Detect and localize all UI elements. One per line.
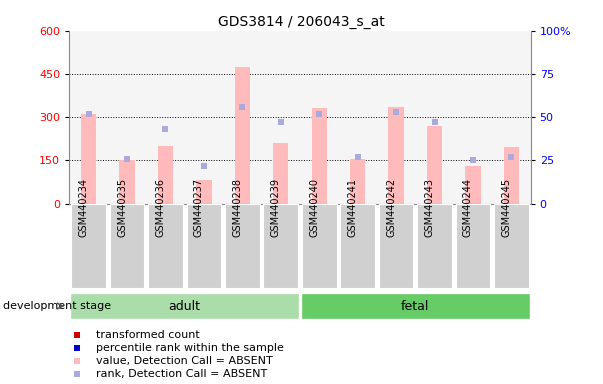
Bar [119, 161, 134, 204]
Text: GSM440240: GSM440240 [309, 178, 319, 237]
Bar [81, 114, 96, 204]
FancyBboxPatch shape [186, 204, 221, 288]
Bar [158, 146, 173, 204]
Bar [273, 143, 288, 204]
Text: rank, Detection Call = ABSENT: rank, Detection Call = ABSENT [96, 369, 267, 379]
Bar [388, 107, 404, 204]
FancyBboxPatch shape [301, 293, 530, 319]
FancyBboxPatch shape [225, 204, 260, 288]
FancyBboxPatch shape [340, 204, 375, 288]
Text: GSM440245: GSM440245 [502, 178, 511, 237]
Text: GDS3814 / 206043_s_at: GDS3814 / 206043_s_at [218, 15, 385, 29]
FancyBboxPatch shape [494, 204, 529, 288]
Text: GSM440244: GSM440244 [463, 178, 473, 237]
Text: GSM440237: GSM440237 [194, 178, 204, 237]
Bar [235, 67, 250, 204]
Text: transformed count: transformed count [96, 330, 200, 340]
FancyBboxPatch shape [70, 293, 299, 319]
FancyBboxPatch shape [456, 204, 490, 288]
Bar [466, 166, 481, 204]
FancyBboxPatch shape [302, 204, 336, 288]
Text: GSM440241: GSM440241 [348, 178, 358, 237]
Text: GSM440239: GSM440239 [271, 178, 281, 237]
Text: GSM440243: GSM440243 [425, 178, 435, 237]
FancyBboxPatch shape [71, 204, 106, 288]
FancyBboxPatch shape [379, 204, 414, 288]
Bar [350, 159, 365, 204]
Text: GSM440235: GSM440235 [117, 178, 127, 237]
FancyBboxPatch shape [264, 204, 298, 288]
FancyBboxPatch shape [110, 204, 144, 288]
Text: development stage: development stage [3, 301, 111, 311]
Text: percentile rank within the sample: percentile rank within the sample [96, 343, 284, 353]
Text: GSM440236: GSM440236 [156, 178, 165, 237]
FancyBboxPatch shape [148, 204, 183, 288]
Bar [196, 180, 212, 204]
Text: GSM440238: GSM440238 [232, 178, 242, 237]
FancyBboxPatch shape [417, 204, 452, 288]
Bar [312, 108, 327, 204]
Bar [427, 126, 442, 204]
Text: GSM440242: GSM440242 [386, 178, 396, 237]
Text: value, Detection Call = ABSENT: value, Detection Call = ABSENT [96, 356, 273, 366]
Bar [504, 147, 519, 204]
Text: fetal: fetal [401, 300, 429, 313]
Text: GSM440234: GSM440234 [78, 178, 89, 237]
Text: adult: adult [169, 300, 201, 313]
